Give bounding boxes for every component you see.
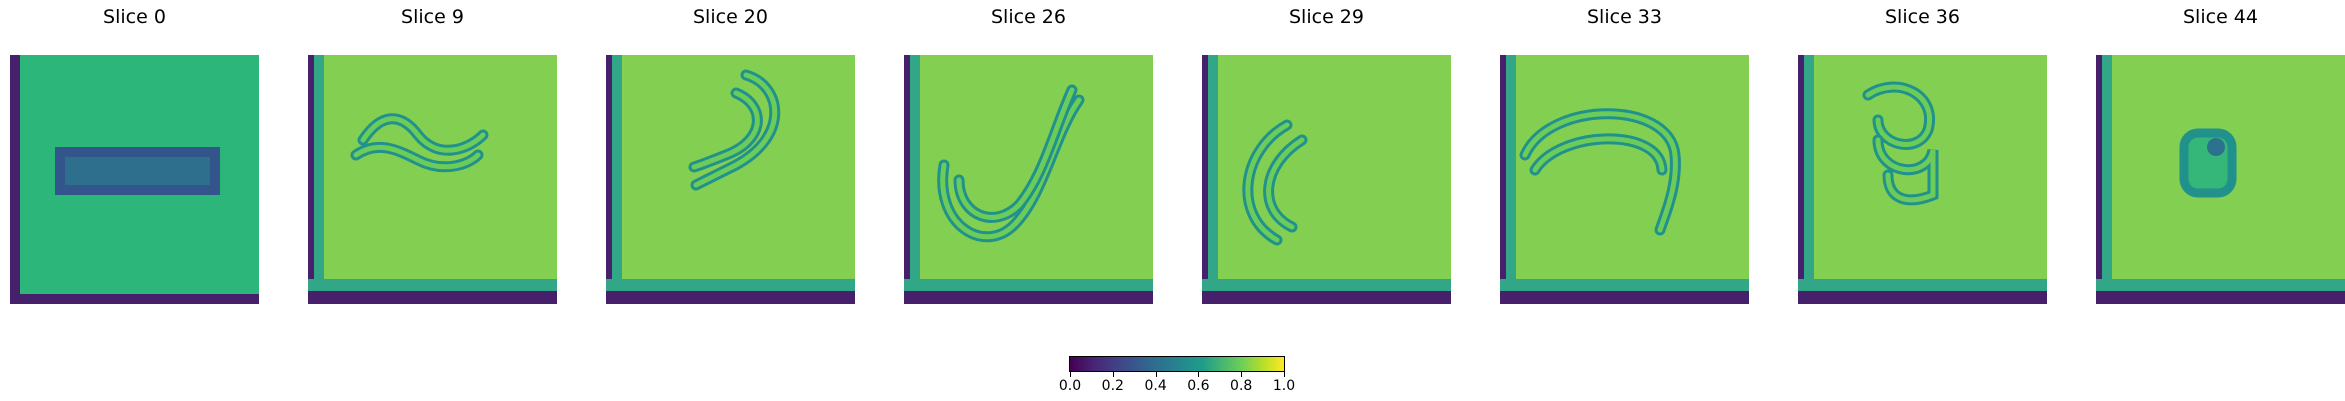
colorbar-tick <box>1198 372 1200 377</box>
slice-panel: Slice 36 <box>1798 0 2047 320</box>
colorbar-tick-label: 0.6 <box>1187 378 1210 394</box>
slice-bottom-edge <box>10 294 259 304</box>
slice-heatmap <box>10 55 259 304</box>
slice-panel: Slice 29 <box>1202 0 1451 320</box>
slice-bottom-edge <box>1202 291 1451 304</box>
colorbar-tick <box>1241 372 1243 377</box>
slice-panel: Slice 0 <box>10 0 259 320</box>
slice-left-edge <box>1500 55 1506 304</box>
slice-left-edge <box>904 55 910 304</box>
slice-title: Slice 44 <box>2183 6 2258 28</box>
slice-shading <box>606 55 855 304</box>
slab-interior <box>65 157 210 185</box>
slice-heatmap <box>1202 55 1451 304</box>
ring-body <box>2179 128 2237 198</box>
ring-core <box>2207 138 2225 156</box>
colorbar-tick-label: 0.2 <box>1101 378 1124 394</box>
curl-upper-inner <box>360 116 486 153</box>
slice-title: Slice 0 <box>103 6 166 28</box>
slice-left-edge <box>2096 55 2102 304</box>
slice-heatmap <box>2096 55 2345 304</box>
c-curve-inner-inner <box>1266 137 1305 230</box>
colorbar-tick <box>1284 372 1285 377</box>
slice-panel: Slice 33 <box>1500 0 1749 320</box>
slice-bottom-edge <box>606 291 855 304</box>
slice-title: Slice 9 <box>401 6 464 28</box>
colorbar-tick-label: 0.8 <box>1230 378 1253 394</box>
slice-title: Slice 26 <box>991 6 1066 28</box>
slice-panel: Slice 9 <box>308 0 557 320</box>
slice-left-edge <box>606 55 612 304</box>
slice-left-edge <box>1798 55 1804 304</box>
slice-heatmap <box>606 55 855 304</box>
slice-bottom-edge <box>904 291 1153 304</box>
curl-lower-inner <box>353 144 481 170</box>
slice-panel: Slice 44 <box>2096 0 2345 320</box>
slice-title: Slice 20 <box>693 6 768 28</box>
slice-bottom-edge <box>308 291 557 304</box>
slice-heatmap <box>1500 55 1749 304</box>
colorbar-tick <box>1070 372 1071 377</box>
colorbar: 0.0 0.2 0.4 0.6 0.8 1.0 <box>1059 356 1295 401</box>
s-curve-outer-inner <box>940 97 1082 240</box>
colorbar-tick <box>1155 372 1157 377</box>
slice-bottom-edge <box>1500 291 1749 304</box>
loop-top-inner <box>1865 84 1933 147</box>
slice-heatmap <box>904 55 1153 304</box>
slice-title: Slice 36 <box>1885 6 1960 28</box>
slice-background <box>606 55 855 304</box>
slice-shading <box>1202 55 1451 304</box>
slice-panel: Slice 26 <box>904 0 1153 320</box>
colorbar-tick-label: 0.0 <box>1058 378 1082 394</box>
arch-inner-inner <box>1532 136 1665 173</box>
slice-left-edge <box>10 55 20 304</box>
slice-heatmap <box>308 55 557 304</box>
slice-shading <box>308 55 557 304</box>
slice-heatmap <box>1798 55 2047 304</box>
slice-shading <box>1500 55 1749 304</box>
s-curve-inner-inner <box>956 87 1075 220</box>
arch-outer-inner <box>1522 111 1678 233</box>
colorbar-tick-label: 1.0 <box>1272 378 1296 394</box>
slice-left-edge <box>308 55 314 304</box>
loop-bottom-inner <box>1875 137 1936 203</box>
slice-title: Slice 33 <box>1587 6 1662 28</box>
slice-bottom-edge <box>2096 291 2345 304</box>
c-curve-outer-inner <box>1245 122 1290 243</box>
hook-inner-curve-inner <box>691 90 760 170</box>
slice-left-edge <box>1202 55 1208 304</box>
slice-background <box>308 55 557 304</box>
hook-outer-curve-inner <box>693 72 778 188</box>
slice-background <box>1500 55 1749 304</box>
slice-title: Slice 29 <box>1289 6 1364 28</box>
colorbar-gradient <box>1069 356 1285 372</box>
slice-panel: Slice 20 <box>606 0 855 320</box>
colorbar-tick-label: 0.4 <box>1144 378 1167 394</box>
colorbar-tick <box>1112 372 1114 377</box>
slice-bottom-edge <box>1798 291 2047 304</box>
